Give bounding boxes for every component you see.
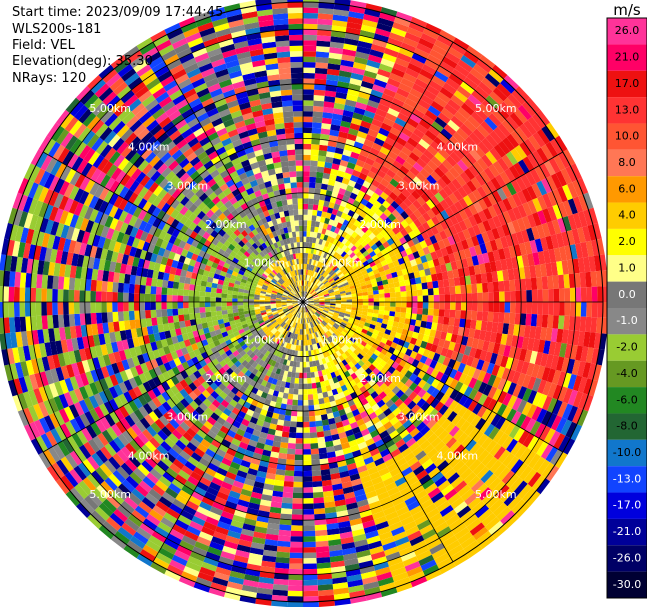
nrays-label: NRays: 120	[12, 71, 87, 86]
colorbar: m/s 26.0 21.0 17.0 13.0 10.0 8.0 6.0 4.0 2.0 1.0 0.…	[606, 1, 647, 599]
colorbar-tick-4: 10.0	[615, 130, 640, 143]
colorbar-tick-14: -6.0	[616, 393, 637, 406]
range-label-4km-az45: 4.00km	[436, 141, 478, 154]
colorbar-tick-20: -26.0	[613, 551, 641, 564]
range-label-5km-az225: 5.00km	[89, 488, 131, 501]
colorbar-tick-7: 4.0	[618, 209, 636, 222]
velocity-gates	[0, 0, 609, 607]
range-label-1km-az225: 1.00km	[244, 334, 286, 347]
colorbar-tick-10: 0.0	[618, 288, 636, 301]
colorbar-tick-8: 2.0	[618, 235, 636, 248]
colorbar-tick-13: -4.0	[616, 367, 637, 380]
colorbar-tick-3: 13.0	[615, 103, 640, 116]
colorbar-tick-16: -10.0	[613, 446, 641, 459]
azimuth-line-210	[152, 301, 304, 563]
colorbar-segment-6	[607, 176, 647, 203]
colorbar-tick-21: -30.0	[613, 578, 641, 591]
colorbar-segment-21	[607, 571, 647, 598]
azimuth-line-60	[302, 151, 564, 303]
colorbar-segment-16	[607, 439, 647, 467]
colorbar-segment-20	[607, 545, 647, 572]
colorbar-segment-5	[607, 149, 647, 177]
colorbar-tick-6: 6.0	[618, 182, 636, 195]
range-label-2km-az135: 2.00km	[359, 372, 401, 385]
colorbar-segment-14	[607, 387, 647, 414]
range-label-3km-az225: 3.00km	[167, 411, 209, 424]
colorbar-tick-2: 17.0	[615, 77, 640, 90]
colorbar-segment-17	[607, 466, 647, 493]
range-label-1km-az135: 1.00km	[321, 334, 363, 347]
colorbar-tick-0: 26.0	[615, 24, 640, 37]
colorbar-tick-18: -17.0	[613, 499, 641, 512]
range-label-5km-az135: 5.00km	[475, 488, 517, 501]
range-label-2km-az225: 2.00km	[205, 372, 247, 385]
range-label-2km-az45: 2.00km	[359, 218, 401, 231]
colorbar-tick-12: -2.0	[616, 341, 637, 354]
colorbar-tick-5: 8.0	[618, 156, 636, 169]
range-label-3km-az315: 3.00km	[167, 179, 209, 192]
colorbar-segment-13	[607, 360, 647, 388]
colorbar-tick-9: 1.0	[618, 261, 636, 274]
range-label-3km-az135: 3.00km	[398, 411, 440, 424]
range-label-4km-az135: 4.00km	[436, 449, 478, 462]
colorbar-segment-18	[607, 492, 647, 519]
range-label-5km-az45: 5.00km	[475, 102, 517, 115]
range-label-5km-az315: 5.00km	[89, 102, 131, 115]
elevation-label: Elevation(deg): 35.30	[12, 54, 153, 69]
colorbar-segment-2	[607, 70, 647, 98]
colorbar-tick-1: 21.0	[615, 51, 640, 64]
range-label-4km-az315: 4.00km	[128, 141, 170, 154]
range-label-4km-az225: 4.00km	[128, 449, 170, 462]
azimuth-line-120	[302, 301, 564, 453]
colorbar-segment-0	[607, 18, 647, 45]
colorbar-segment-15	[607, 413, 647, 440]
range-label-1km-az315: 1.00km	[244, 256, 286, 269]
colorbar-segment-19	[607, 518, 647, 546]
range-label-1km-az45: 1.00km	[321, 256, 363, 269]
colorbar-segment-3	[607, 97, 647, 124]
colorbar-segment-9	[607, 255, 647, 282]
azimuth-line-330	[152, 41, 304, 303]
colorbar-tick-17: -13.0	[613, 472, 641, 485]
azimuth-line-240	[42, 301, 304, 453]
colorbar-segment-7	[607, 202, 647, 229]
colorbar-segment-8	[607, 228, 647, 256]
colorbar-segment-12	[607, 334, 647, 361]
azimuth-line-30	[302, 41, 454, 303]
range-label-3km-az45: 3.00km	[398, 179, 440, 192]
instrument-label: WLS200s-181	[12, 22, 102, 37]
azimuth-line-300	[42, 151, 304, 303]
colorbar-title: m/s	[613, 1, 641, 19]
colorbar-segment-11	[607, 308, 647, 335]
colorbar-segment-10	[607, 281, 647, 308]
colorbar-tick-15: -8.0	[616, 420, 637, 433]
colorbar-segment-1	[607, 44, 647, 71]
colorbar-segment-4	[607, 123, 647, 150]
field-label: Field: VEL	[12, 38, 75, 53]
range-label-2km-az315: 2.00km	[205, 218, 247, 231]
colorbar-tick-11: -1.0	[616, 314, 637, 327]
colorbar-border	[606, 17, 647, 599]
azimuth-line-150	[302, 301, 454, 563]
colorbar-tick-19: -21.0	[613, 525, 641, 538]
start-time-label: Start time: 2023/09/09 17:44:45	[12, 5, 224, 20]
